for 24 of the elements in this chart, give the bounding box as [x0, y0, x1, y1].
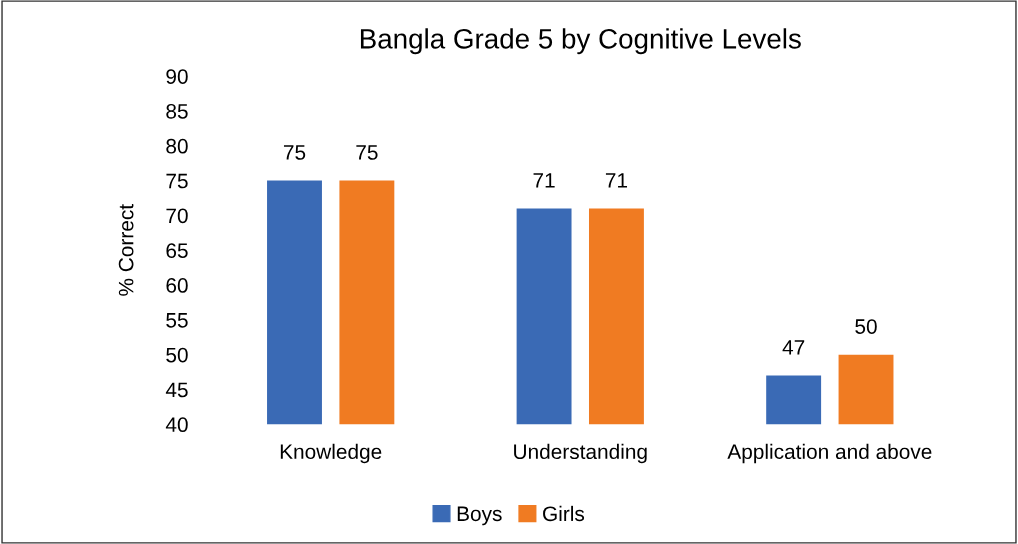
y-tick-label: 40	[165, 417, 188, 433]
y-axis-title: % Correct	[118, 204, 134, 296]
y-tick-label: 55	[166, 313, 188, 328]
y-tick-label: 90	[166, 69, 188, 84]
data-label: 47	[782, 340, 805, 355]
data-label: 71	[605, 173, 628, 188]
data-label: 75	[356, 145, 378, 160]
y-tick-label: 85	[166, 103, 188, 119]
legend-label: Girls	[543, 505, 585, 522]
x-tick-label: Knowledge	[280, 443, 382, 464]
y-tick-label: 60	[166, 278, 188, 293]
legend-label: Boys	[457, 506, 502, 526]
y-tick-label: 50	[166, 347, 188, 363]
y-tick-label: 75	[166, 173, 188, 189]
y-tick-label: 65	[166, 243, 188, 258]
x-tick-label: Understanding	[514, 443, 647, 464]
data-label: 75	[283, 145, 306, 160]
data-label: 71	[533, 173, 555, 188]
x-tick-label: Application and above	[727, 443, 932, 464]
y-tick-label: 70	[166, 208, 188, 224]
chart-title: Bangla Grade 5 by Cognitive Levels	[360, 28, 801, 55]
y-tick-label: 80	[166, 138, 188, 154]
y-tick-label: 45	[165, 382, 188, 398]
data-label: 50	[855, 319, 877, 334]
